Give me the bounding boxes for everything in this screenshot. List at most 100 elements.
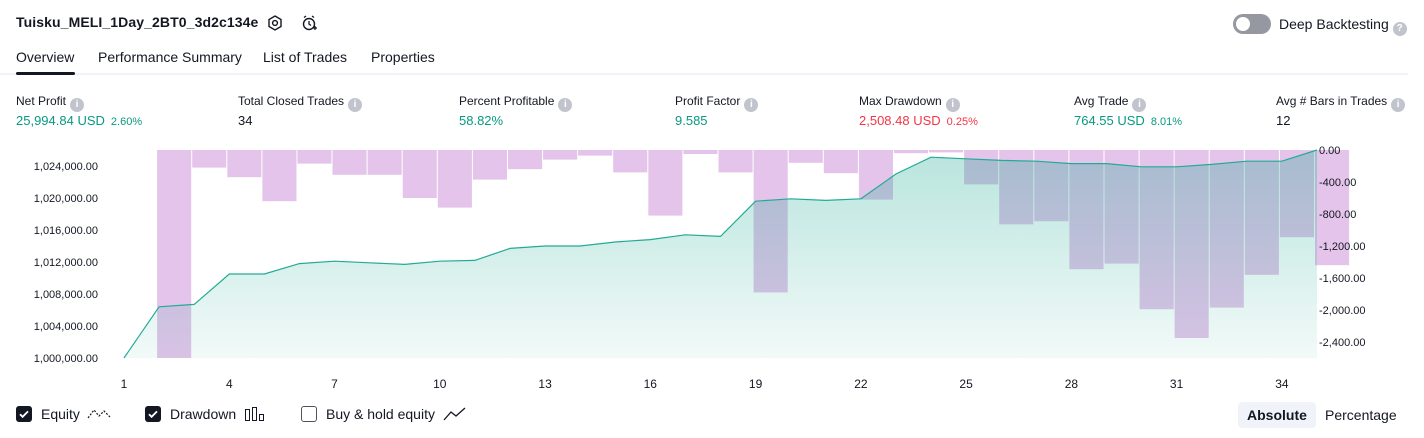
x-axis-tick: 16: [644, 377, 658, 391]
metric-label: Profit Factor i: [675, 94, 759, 112]
info-icon[interactable]: i: [348, 98, 363, 112]
right-axis-tick: -800.00: [1319, 209, 1356, 221]
info-icon[interactable]: i: [945, 98, 960, 112]
metric-label-text: Profit Factor: [675, 94, 741, 108]
tabs-divider: [0, 73, 1408, 75]
right-axis-tick: -2,000.00: [1319, 305, 1365, 317]
toggle-knob: [1236, 17, 1250, 31]
metric-value: 9.585: [675, 113, 708, 128]
settings-icon[interactable]: [265, 13, 285, 33]
drawdown-bar: [192, 150, 227, 168]
drawdown-bar: [543, 150, 578, 160]
drawdown-bar: [823, 150, 858, 174]
metric-label-text: Max Drawdown: [859, 94, 942, 108]
add-alert-icon[interactable]: [300, 13, 320, 33]
drawdown-bar: [718, 150, 753, 173]
metric-label: Max Drawdown i: [859, 94, 960, 112]
drawdown-checkbox[interactable]: [145, 406, 161, 422]
tab-list-of-trades[interactable]: List of Trades: [263, 49, 348, 65]
percentage-button[interactable]: Percentage: [1325, 407, 1397, 423]
equity-area: [124, 150, 1317, 358]
left-axis-tick: 1,024,000.00: [34, 161, 98, 173]
x-axis-tick: 1: [121, 377, 128, 391]
right-axis-tick: -1,200.00: [1319, 241, 1365, 253]
equity-line-icon: [87, 409, 111, 419]
metric-value: 58.82%: [459, 113, 503, 128]
metric-value-text: 25,994.84 USD: [16, 113, 105, 128]
legend-buy-hold[interactable]: Buy & hold equity: [301, 404, 467, 424]
metric-value-text: 58.82%: [459, 113, 504, 128]
drawdown-bar: [929, 150, 964, 153]
x-axis-tick: 13: [538, 377, 552, 391]
legend-equity[interactable]: Equity: [16, 404, 112, 424]
tab-overview[interactable]: Overview: [16, 49, 75, 65]
drawdown-bar: [613, 150, 648, 173]
info-icon[interactable]: ?: [1392, 22, 1407, 36]
deep-backtesting-label-wrap: Deep Backtesting?: [1279, 16, 1407, 36]
drawdown-bar: [437, 150, 472, 208]
metric-value-text: 12: [1276, 113, 1291, 128]
metric-label: Avg # Bars in Trades i: [1276, 94, 1406, 112]
drawdown-bar: [508, 150, 543, 170]
right-axis-tick: -400.00: [1319, 177, 1356, 189]
active-tab-indicator: [16, 72, 75, 75]
metric-label: Percent Profitable i: [459, 94, 573, 112]
metric-label-text: Avg # Bars in Trades: [1276, 94, 1388, 108]
metric-label-text: Avg Trade: [1074, 94, 1129, 108]
equity-checkbox[interactable]: [16, 406, 32, 422]
drawdown-bar: [402, 150, 437, 198]
drawdown-bar: [893, 150, 928, 154]
x-axis-tick: 25: [959, 377, 973, 391]
info-icon[interactable]: i: [744, 98, 759, 112]
equity-line: [123, 149, 1318, 359]
right-axis-tick: 0.00: [1319, 145, 1340, 157]
drawdown-bar: [578, 150, 613, 156]
buy-hold-checkbox[interactable]: [301, 406, 317, 422]
drawdown-bar: [472, 150, 507, 180]
x-axis-tick: 19: [749, 377, 763, 391]
right-axis-tick: -1,600.00: [1319, 273, 1365, 285]
drawdown-bar: [297, 150, 332, 164]
tab-properties[interactable]: Properties: [371, 49, 435, 65]
left-axis-tick: 1,020,000.00: [34, 193, 98, 205]
metric-label: Total Closed Trades i: [238, 94, 363, 112]
buy-hold-label: Buy & hold equity: [326, 406, 435, 422]
equity-drawdown-chart: 1,024,000.00 1,020,000.00 1,016,000.00 1,01…: [34, 145, 1366, 391]
x-axis-tick: 7: [331, 377, 338, 391]
metric-value: 34: [238, 113, 252, 128]
absolute-button[interactable]: Absolute: [1238, 402, 1316, 428]
metric-percent: 8.01%: [1150, 116, 1183, 128]
metric-percent: 0.25%: [946, 116, 978, 128]
drawdown-label: Drawdown: [170, 406, 237, 422]
drawdown-bar: [262, 150, 297, 202]
left-axis-tick: 1,000,000.00: [34, 353, 98, 365]
info-icon[interactable]: i: [558, 98, 573, 112]
left-axis-tick: 1,004,000.00: [34, 321, 98, 333]
drawdown-bar: [788, 150, 823, 163]
buy-hold-line-icon: [443, 407, 466, 421]
metric-value-text: 764.55 USD: [1074, 113, 1145, 128]
info-icon[interactable]: i: [1391, 98, 1406, 112]
tab-performance-summary[interactable]: Performance Summary: [98, 49, 242, 65]
drawdown-bar: [367, 150, 402, 175]
left-axis: 1,024,000.00 1,020,000.00 1,016,000.00 1,01…: [34, 161, 98, 365]
metric-label-text: Net Profit: [16, 94, 67, 108]
metric-value: 12: [1276, 113, 1290, 128]
x-axis-tick: 34: [1275, 377, 1289, 391]
metric-value-text: 34: [238, 113, 253, 128]
info-icon[interactable]: i: [70, 98, 85, 112]
metric-value: 2,508.48 USD 0.25%: [859, 113, 978, 128]
deep-backtesting-toggle[interactable]: [1233, 14, 1271, 34]
metric-label: Net Profit i: [16, 94, 85, 112]
metric-value-text: 2,508.48 USD: [859, 113, 941, 128]
drawdown-bars-icon: [245, 407, 265, 421]
metric-value: 764.55 USD 8.01%: [1074, 113, 1182, 128]
metric-label-text: Percent Profitable: [459, 94, 555, 108]
x-axis: 1 4 7 10 13 16 19 22 25 28 31 34: [121, 377, 1289, 391]
info-icon[interactable]: i: [1132, 98, 1147, 112]
legend-drawdown[interactable]: Drawdown: [145, 404, 266, 424]
metric-percent: 2.60%: [110, 116, 143, 128]
x-axis-tick: 28: [1065, 377, 1079, 391]
x-axis-tick: 4: [226, 377, 233, 391]
drawdown-bar: [648, 150, 683, 216]
